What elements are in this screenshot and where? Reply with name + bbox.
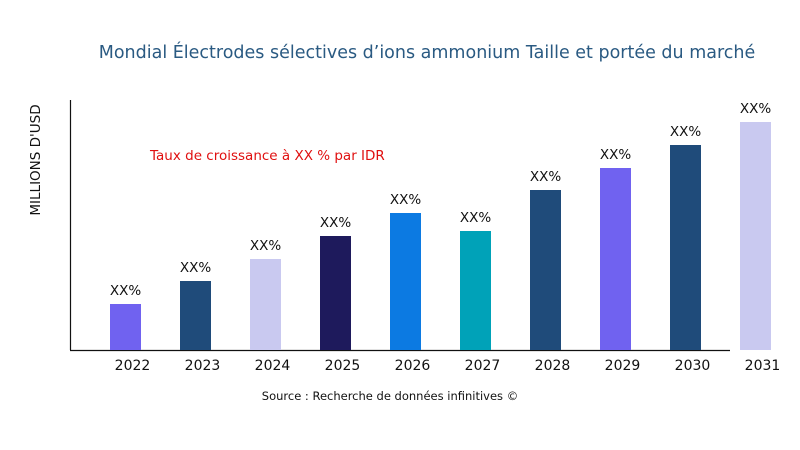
data-label-2031: XX% (740, 101, 771, 117)
x-tick-2027: 2027 (465, 358, 501, 374)
bar-2024 (250, 259, 281, 350)
x-tick-2024: 2024 (255, 358, 291, 374)
y-axis-label: MILLIONS D'USD (28, 104, 44, 215)
x-tick-2023: 2023 (185, 358, 221, 374)
bar-2031 (740, 122, 771, 350)
data-label-2022: XX% (110, 283, 141, 299)
x-tick-2029: 2029 (605, 358, 641, 374)
bar-2029 (600, 168, 631, 350)
x-tick-2031: 2031 (745, 358, 781, 374)
data-label-2023: XX% (180, 260, 211, 276)
bar-2023 (180, 281, 211, 350)
data-label-2028: XX% (530, 169, 561, 185)
bar-2030 (670, 145, 701, 350)
x-tick-2025: 2025 (325, 358, 361, 374)
data-label-2030: XX% (670, 124, 701, 140)
x-tick-2028: 2028 (535, 358, 571, 374)
bar-2026 (390, 213, 421, 350)
data-label-2027: XX% (460, 210, 491, 226)
bar-2025 (320, 236, 351, 350)
data-label-2024: XX% (250, 238, 281, 254)
bar-2022 (110, 304, 141, 350)
x-tick-2030: 2030 (675, 358, 711, 374)
data-label-2025: XX% (320, 215, 351, 231)
data-label-2026: XX% (390, 192, 421, 208)
x-tick-2022: 2022 (115, 358, 151, 374)
x-tick-2026: 2026 (395, 358, 431, 374)
bar-2027 (460, 231, 491, 350)
growth-annotation: Taux de croissance à XX % par IDR (149, 148, 385, 164)
chart-title: Mondial Électrodes sélectives d’ions amm… (99, 41, 756, 63)
source-note: Source : Recherche de données infinitive… (262, 389, 518, 403)
bar-2028 (530, 190, 561, 350)
data-label-2029: XX% (600, 147, 631, 163)
